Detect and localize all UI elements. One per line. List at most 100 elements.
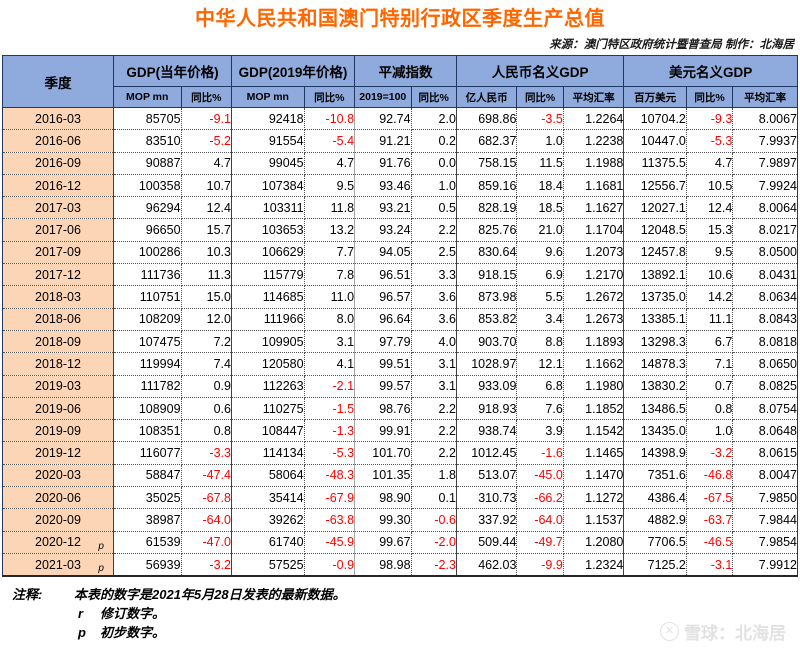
table-cell: 7.9854 <box>732 531 798 554</box>
note-text-1: 修订数字。 <box>100 606 166 622</box>
table-cell: -2.3 <box>411 553 457 578</box>
table-cell: -64.0 <box>181 508 232 532</box>
table-cell: 38987 <box>113 508 182 532</box>
table-cell: 0.9 <box>181 375 232 398</box>
row-quarter-cell: 2018-06 <box>2 308 114 331</box>
table-cell: 92.74 <box>354 107 412 131</box>
quarter-label: 2018-09 <box>35 334 81 349</box>
table-cell: 99.91 <box>354 419 412 443</box>
table-cell: 2.5 <box>411 241 457 265</box>
quarter-label: 2018-03 <box>35 290 81 305</box>
table-cell: 0.7 <box>686 375 734 398</box>
table-cell: 13735.0 <box>623 285 687 309</box>
table-cell: -1.3 <box>304 419 356 443</box>
table-cell: 7.4 <box>181 352 232 376</box>
quarter-label: 2017-09 <box>35 245 81 260</box>
table-cell: 12.4 <box>686 196 734 220</box>
table-cell: 91.76 <box>354 152 412 175</box>
col-rmb-rate: 平均汇率 <box>562 86 625 108</box>
table-cell: 96.51 <box>354 263 412 287</box>
table-cell: 0.1 <box>411 486 457 510</box>
table-cell: 6.7 <box>686 330 734 354</box>
table-cell: 1.2073 <box>563 241 625 265</box>
table-cell: -5.3 <box>304 441 356 465</box>
table-cell: 7125.2 <box>623 553 687 578</box>
table-row: 2019-03 111782 0.9 112263 -2.1 99.57 3.1 933.09… <box>2 375 798 398</box>
table-cell: 0.8 <box>686 397 734 421</box>
quarter-label: 2016-03 <box>35 111 81 126</box>
quarter-status-flag: p <box>98 563 104 575</box>
table-cell: 12.1 <box>516 352 564 376</box>
table-cell: 7.9937 <box>732 129 798 153</box>
table-cell: -48.3 <box>304 464 356 488</box>
row-quarter-cell: 2020-03 <box>2 464 114 488</box>
table-cell: -3.5 <box>516 107 564 131</box>
row-quarter-cell: 2019-03 <box>2 375 114 398</box>
table-cell: -1.6 <box>516 441 564 465</box>
table-cell: 101.35 <box>354 464 412 488</box>
table-cell: -67.5 <box>686 486 734 510</box>
table-cell: 8.0818 <box>732 330 798 354</box>
table-cell: 3.1 <box>304 330 356 354</box>
table-cell: 1.2080 <box>563 531 625 554</box>
table-cell: -2.1 <box>304 375 356 398</box>
table-cell: 1028.97 <box>456 352 518 376</box>
gdp-table-container: 季度 GDP(当年价格) GDP(2019年价格) 平减指数 人民币名义GDP … <box>0 55 800 578</box>
note-row: 注释: 本表的数字是2021年5月28日发表的最新数据。 <box>12 585 800 604</box>
table-cell: 12556.7 <box>623 174 687 198</box>
table-cell: 7.9844 <box>732 508 798 532</box>
col-rmb-amount: 亿人民币 <box>455 86 518 108</box>
table-cell: 13830.2 <box>623 375 687 398</box>
table-cell: -46.8 <box>686 464 734 488</box>
table-cell: -0.9 <box>304 553 356 578</box>
table-cell: 1.2170 <box>563 263 625 287</box>
row-quarter-cell: 2017-03 <box>2 196 114 220</box>
table-cell: -0.6 <box>411 508 457 532</box>
table-cell: 4.7 <box>304 152 356 175</box>
quarter-label: 2020-06 <box>35 490 81 505</box>
row-quarter-cell: 2021-03 p <box>2 553 114 578</box>
col-rmb-yoy: 同比% <box>516 86 564 108</box>
table-body: 2016-03 85705 -9.1 92418 -10.8 92.74 2.0 698.86… <box>2 107 798 578</box>
table-cell: 13892.1 <box>623 263 687 287</box>
col-gdp-current-yoy: 同比% <box>180 86 232 108</box>
note-row: p 初步数字。 <box>12 623 800 642</box>
table-row: 2020-12 p 61539 -47.0 61740 -45.9 99.67 -2.0 509… <box>2 531 798 554</box>
row-quarter-cell: 2019-06 <box>2 397 114 421</box>
table-cell: 58064 <box>231 464 305 488</box>
table-cell: 120580 <box>231 352 305 376</box>
table-cell: 698.86 <box>456 107 518 131</box>
table-cell: 3.9 <box>516 419 564 443</box>
table-row: 2018-06 108209 12.0 111966 8.0 96.64 3.6 853.82… <box>2 308 798 331</box>
table-group-header-row: 季度 GDP(当年价格) GDP(2019年价格) 平减指数 人民币名义GDP … <box>2 55 798 108</box>
quarter-label: 2019-09 <box>35 423 81 438</box>
table-cell: 1.1465 <box>563 441 625 465</box>
table-cell: 8.0064 <box>732 196 798 220</box>
table-cell: 12048.5 <box>623 218 687 242</box>
note-text-0: 本表的数字是2021年5月28日发表的最新数据。 <box>74 587 346 603</box>
quarter-label: 2017-06 <box>35 223 81 238</box>
table-cell: 4.7 <box>686 152 734 175</box>
table-row: 2017-12 111736 11.3 115779 7.8 96.51 3.3 918.15… <box>2 263 798 287</box>
table-cell: 1012.45 <box>456 441 518 465</box>
quarter-label: 2020-12 <box>35 535 81 550</box>
table-cell: 8.0217 <box>732 218 798 242</box>
table-cell: 6.8 <box>516 375 564 398</box>
table-cell: 15.0 <box>181 285 232 309</box>
table-cell: 107384 <box>231 174 305 198</box>
table-cell: -9.1 <box>181 107 232 131</box>
table-cell: 7.9912 <box>732 553 798 578</box>
table-cell: 99.57 <box>354 375 412 398</box>
table-row: 2017-03 96294 12.4 103311 11.8 93.21 0.5 828.19… <box>2 196 798 220</box>
row-quarter-cell: 2016-03 <box>2 107 114 131</box>
table-row: 2019-06 108909 0.6 110275 -1.5 98.76 2.2 918.93… <box>2 397 798 421</box>
table-row: 2018-09 107475 7.2 109905 3.1 97.79 4.0 903.70 8… <box>2 330 798 354</box>
table-cell: 7.1 <box>686 352 734 376</box>
table-cell: 10.6 <box>686 263 734 287</box>
table-cell: 8.0650 <box>732 352 798 376</box>
row-quarter-cell: 2020-09 <box>2 508 114 532</box>
table-cell: 96650 <box>113 218 182 242</box>
table-cell: 3.6 <box>411 308 457 331</box>
quarter-label: 2016-12 <box>35 178 81 193</box>
table-cell: 9.6 <box>516 241 564 265</box>
